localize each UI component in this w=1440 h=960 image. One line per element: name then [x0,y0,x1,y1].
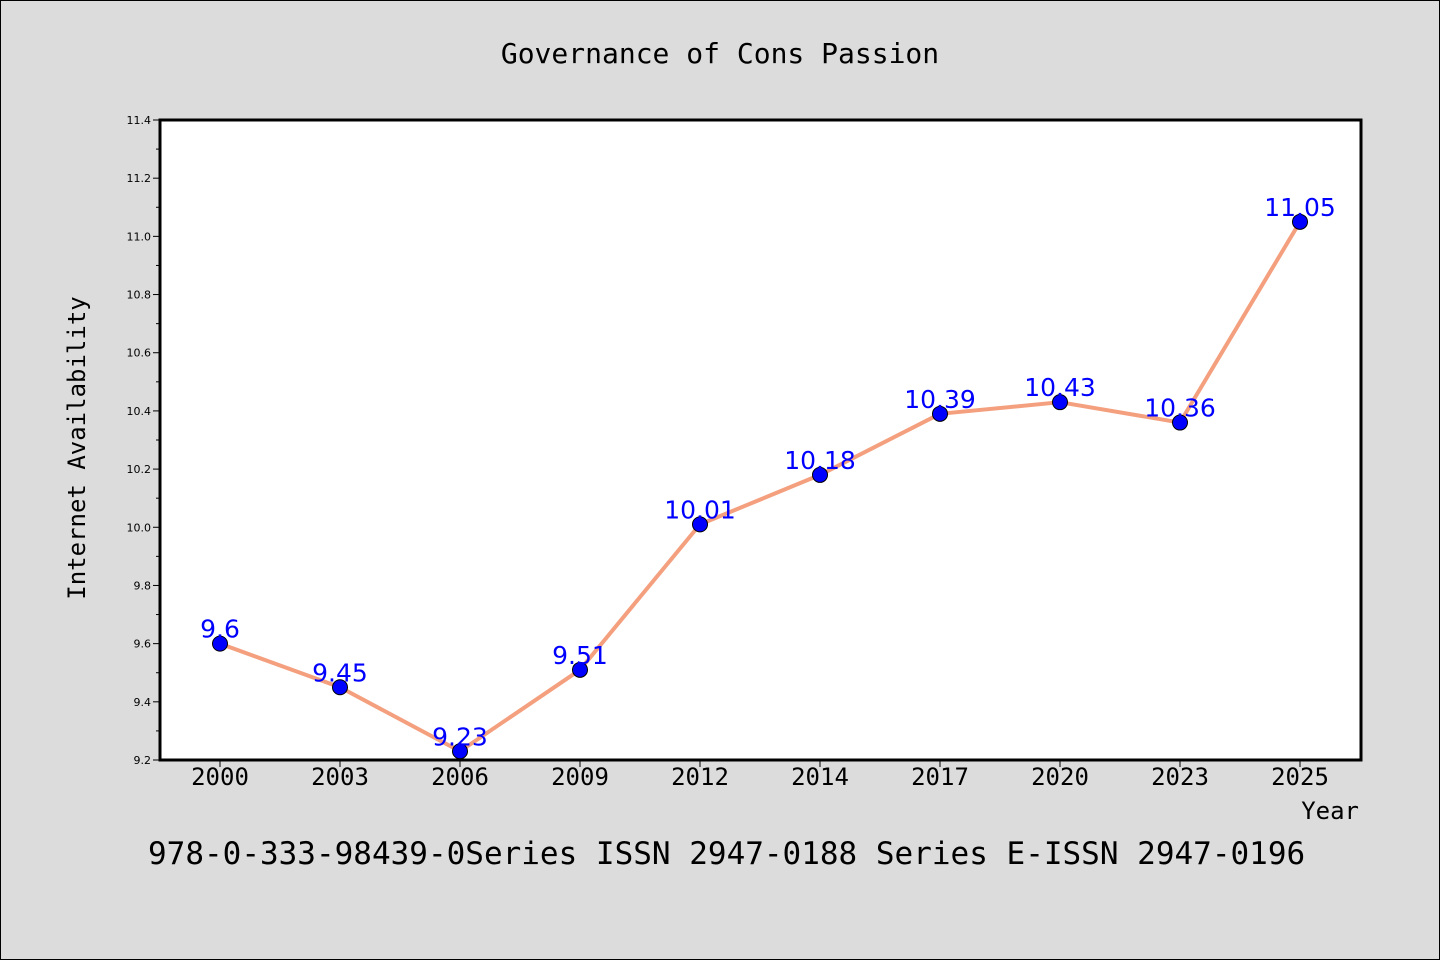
y-axis-label: Internet Availability [63,296,91,599]
data-value-label: 10.39 [904,385,976,414]
data-point-marker [212,635,228,652]
y-tick-label: 11.2 [127,172,152,185]
y-tick-label: 11.0 [127,230,152,243]
plot-area [160,120,1361,760]
y-tick-label: 10.2 [127,463,152,476]
y-tick-label: 10.0 [127,521,152,534]
data-value-label: 9.45 [312,658,368,687]
x-tick-label: 2006 [431,763,489,791]
x-tick-label: 2020 [1031,763,1089,791]
y-tick-label: 9.2 [134,754,152,767]
x-tick-label: 2009 [551,763,609,791]
series-polyline [218,219,1302,754]
x-tick-label: 2017 [911,763,969,791]
y-tick-label: 11.4 [127,114,152,127]
plot-border [158,118,1363,762]
data-value-label: 9.51 [552,641,608,670]
series-markers [212,213,1308,760]
x-tick-label: 2023 [1151,763,1209,791]
x-tick-label: 2014 [791,763,849,791]
y-tick-label: 10.6 [127,347,152,360]
series-line [218,219,1302,754]
data-point-marker [572,661,588,678]
data-value-label: 10.01 [664,495,736,524]
data-value-label: 10.36 [1144,394,1216,423]
chart-title: Governance of Cons Passion [501,37,939,70]
data-point-marker [932,405,948,422]
data-labels: 9.6 9.45 9.23 9.51 10.01 10.18 10.39 10.43 10.36… [200,193,1336,751]
x-tick-label: 2012 [671,763,729,791]
data-value-label: 9.23 [432,722,488,751]
data-point-marker [332,679,348,696]
data-point-marker [1292,213,1308,230]
data-point-marker [1052,394,1068,411]
x-axis-ticks: 2000 2003 2006 2009 2012 2014 2017 2020 2023 2025 [191,760,1329,791]
y-tick-label: 9.4 [134,696,152,709]
y-tick-label: 10.8 [127,289,152,302]
y-axis-ticks: 9.2 9.4 9.6 9.8 10.0 10.2 10.4 10.6 10.8 11.0 11.2… [127,114,160,767]
x-axis-label: Year [1301,797,1359,825]
data-value-label: 9.6 [200,615,240,644]
data-point-marker [1172,414,1188,431]
x-tick-label: 2000 [191,763,249,791]
y-tick-label: 9.8 [134,579,152,592]
footer-text: 978-0-333-98439-0Series ISSN 2947-0188 S… [148,836,1305,872]
x-tick-label: 2003 [311,763,369,791]
data-value-label: 10.43 [1024,373,1096,402]
y-tick-label: 10.4 [127,405,152,418]
data-value-label: 10.18 [784,446,856,475]
y-tick-label: 9.6 [134,638,152,651]
data-value-label: 11.05 [1264,193,1336,222]
x-tick-label: 2025 [1271,763,1329,791]
data-point-marker [812,466,828,483]
data-point-marker [692,516,708,533]
